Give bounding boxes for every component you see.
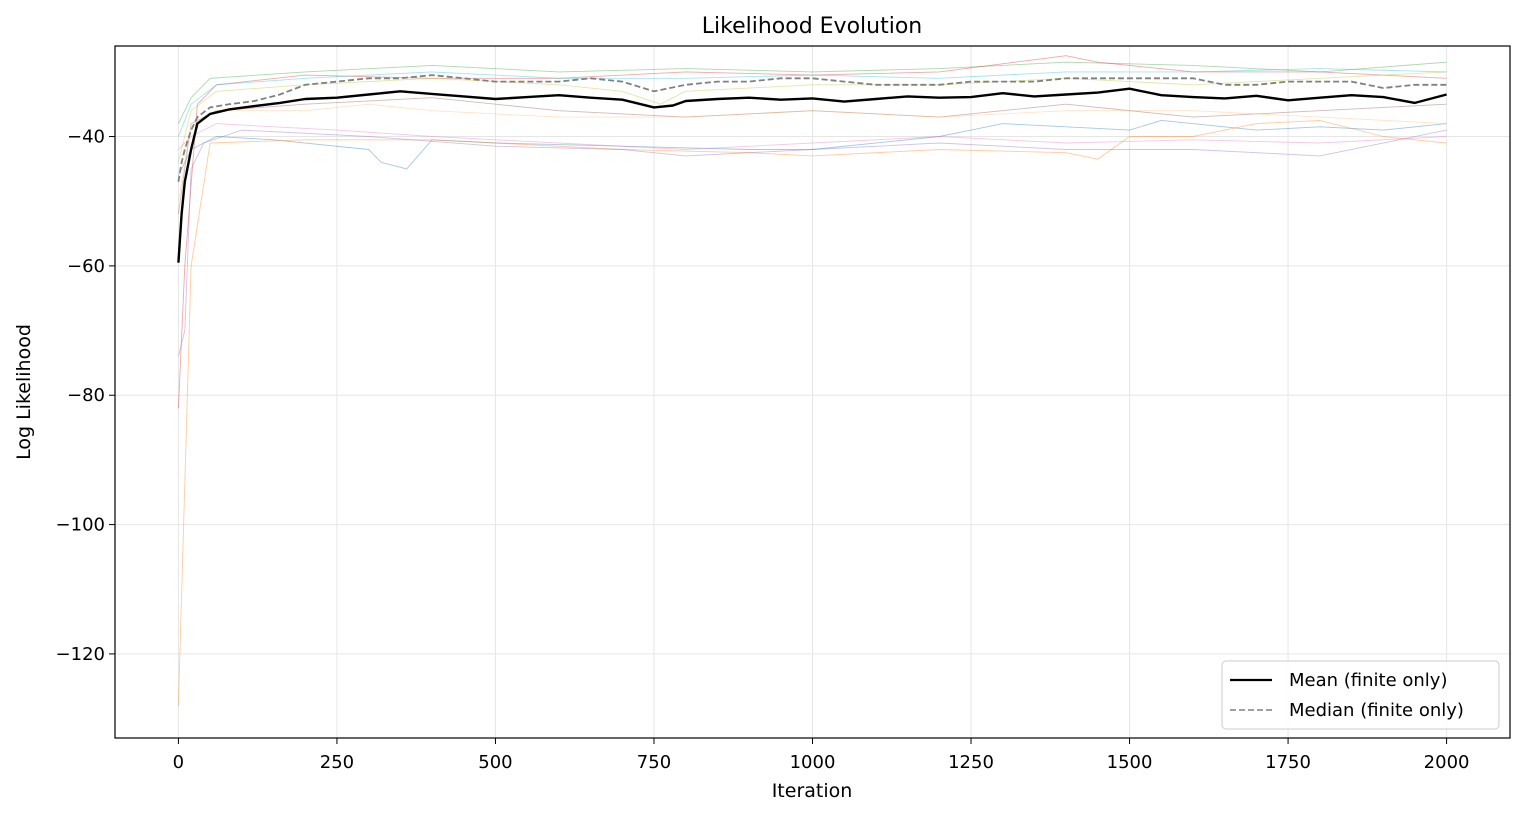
x-tick-label: 750 [637,752,671,773]
x-tick-label: 2000 [1424,752,1470,773]
y-tick-label: −120 [56,644,105,665]
x-tick-label: 1000 [790,752,836,773]
run-trace-line [177,129,1447,357]
x-axis-label: Iteration [772,780,853,802]
tick-layer: 0 250 500 750 1000 1250 1500 1750 2000 −40 −60 −80 −… [56,127,1470,773]
y-tick-label: −60 [67,256,105,277]
x-tick-label: 1250 [948,752,994,773]
series-layer [177,55,1447,706]
grid-layer [115,46,1510,738]
x-tick-label: 1750 [1265,752,1311,773]
y-tick-label: −80 [67,385,105,406]
run-trace-line [177,119,1447,176]
mean-line [177,87,1447,263]
legend-median-label: Median (finite only) [1289,700,1464,721]
legend-box [1221,660,1500,730]
run-trace-line [177,97,1447,215]
run-trace-line [177,61,1447,124]
median-line [177,74,1447,182]
run-trace-line [177,55,1447,409]
chart-title: Likelihood Evolution [702,14,922,39]
run-trace-line [177,68,1447,137]
x-tick-label: 1500 [1107,752,1153,773]
x-tick-label: 250 [320,752,354,773]
legend: Mean (finite only) Median (finite only) [1221,660,1500,730]
x-tick-label: 0 [173,752,184,773]
y-tick-label: −100 [56,515,105,536]
run-trace-line [178,123,1447,150]
run-trace-line [177,119,1447,706]
run-trace-line [177,71,1447,163]
y-axis-label: Log Likelihood [13,324,35,460]
legend-mean-label: Mean (finite only) [1289,670,1447,691]
run-trace-line [177,103,1447,202]
x-tick-label: 500 [478,752,512,773]
y-tick-label: −40 [67,127,105,148]
